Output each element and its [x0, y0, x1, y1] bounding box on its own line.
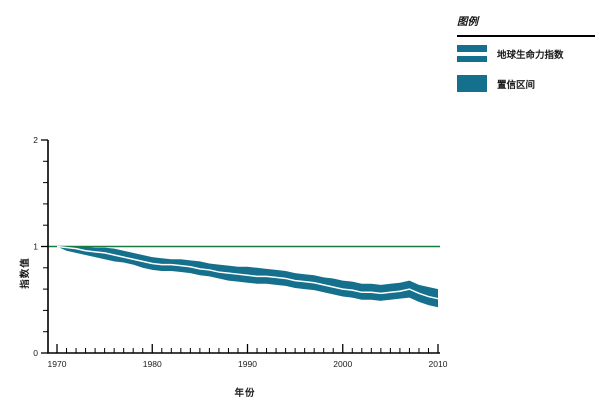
legend: 图例 地球生命力指数 置信区间 [457, 14, 595, 105]
confidence-band [57, 246, 438, 308]
y-tick-label: 0 [33, 348, 38, 358]
legend-item-index: 地球生命力指数 [457, 45, 595, 62]
legend-title: 图例 [457, 16, 478, 28]
x-axis-label: 年份 [234, 388, 256, 399]
index-line [56, 245, 439, 300]
x-tick-label: 2000 [333, 359, 352, 369]
swatch-bar [457, 55, 487, 62]
y-tick-label: 1 [33, 242, 38, 252]
x-tick-label: 1970 [48, 359, 67, 369]
legend-item-label: 置信区间 [497, 79, 536, 91]
legend-item-label: 地球生命力指数 [497, 49, 564, 61]
y-axis-label: 指数值 [20, 257, 31, 289]
x-tick-label: 1990 [238, 359, 257, 369]
x-tick-label: 2010 [429, 359, 448, 369]
x-tick-label: 1980 [143, 359, 162, 369]
legend-item-confidence: 置信区间 [457, 75, 595, 92]
legend-divider [457, 35, 595, 37]
swatch-bar [457, 45, 487, 52]
index-line-swatch-icon [457, 45, 487, 62]
confidence-band-swatch-icon [457, 75, 487, 92]
y-tick-label: 2 [33, 135, 38, 145]
